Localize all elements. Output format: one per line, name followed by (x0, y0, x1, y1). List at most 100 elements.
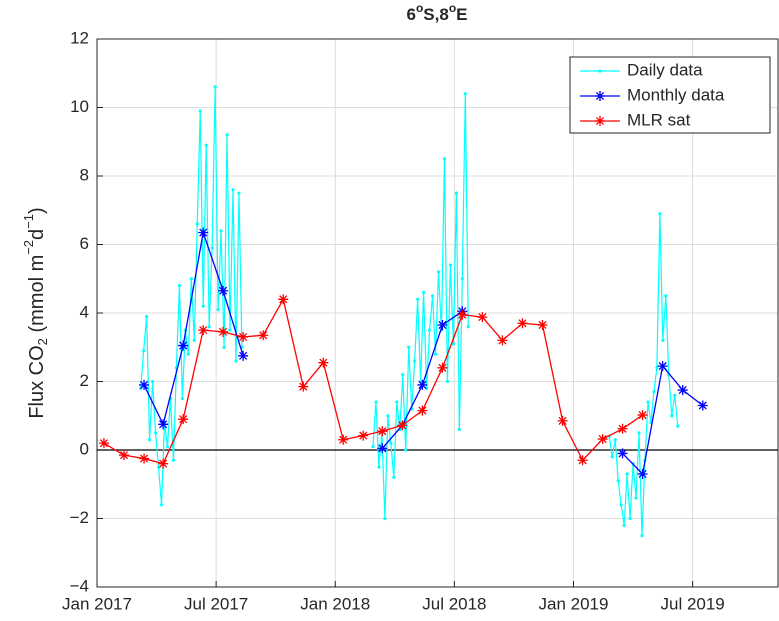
data-point (338, 434, 349, 445)
data-point (445, 379, 450, 384)
data-point (477, 312, 488, 323)
data-point (204, 143, 208, 147)
data-point (139, 453, 150, 464)
data-point (610, 455, 614, 459)
data-point (150, 379, 155, 384)
plot-frame (96, 38, 779, 588)
data-point (374, 400, 378, 404)
y-label-part: d (26, 229, 48, 240)
data-point (213, 85, 217, 89)
legend-marker (598, 69, 602, 73)
legend-marker (595, 91, 605, 101)
data-point (617, 448, 628, 459)
x-tick-label: Jul 2018 (422, 594, 486, 613)
data-point (413, 359, 417, 363)
data-point (497, 335, 508, 346)
data-point (613, 438, 617, 442)
data-point (156, 465, 161, 469)
data-point (207, 325, 211, 329)
data-point (228, 328, 232, 332)
data-point (454, 191, 458, 195)
data-point (177, 284, 181, 288)
data-point (258, 330, 269, 341)
title-part: S,8 (423, 5, 449, 24)
data-point (430, 294, 435, 298)
data-point (616, 479, 620, 483)
data-point (537, 319, 548, 330)
data-point (628, 516, 632, 521)
y-label-part: Flux CO (26, 345, 48, 418)
x-tick-label: Jul 2019 (660, 594, 724, 613)
data-point (158, 458, 169, 469)
data-point (404, 448, 408, 452)
data-point (640, 534, 644, 538)
data-point (676, 424, 680, 428)
x-tick-label: Jan 2019 (539, 594, 609, 613)
title-part: E (456, 5, 467, 24)
data-point (383, 516, 387, 521)
data-point (673, 393, 677, 397)
data-point (697, 400, 708, 411)
data-point (278, 294, 289, 305)
title-part: o (449, 1, 456, 15)
series-line (140, 86, 679, 536)
data-point (98, 438, 109, 449)
data-point (198, 109, 202, 113)
y-label-part: −2 (21, 240, 36, 255)
data-point (218, 326, 229, 337)
data-point (216, 307, 220, 312)
data-point (210, 246, 214, 250)
legend-label: Monthly data (627, 85, 725, 104)
y-tick-label: 8 (80, 165, 89, 184)
data-point (658, 212, 662, 216)
data-point (148, 438, 152, 442)
data-point (145, 314, 149, 319)
data-point (637, 410, 648, 421)
data-point (238, 350, 249, 361)
data-point (186, 352, 190, 356)
data-point (655, 366, 659, 370)
data-point (139, 379, 150, 390)
data-point (189, 277, 193, 281)
data-point (395, 400, 399, 404)
data-point (407, 345, 411, 349)
data-point (437, 362, 448, 373)
data-point (318, 357, 329, 368)
data-point (457, 309, 468, 320)
y-axis-label: Flux CO2 (mmol m−2d−1) (21, 207, 50, 418)
data-point (171, 458, 176, 462)
y-tick-label: 6 (80, 234, 89, 253)
data-point (371, 444, 375, 449)
chart-title: 6oS,8oE (406, 1, 467, 24)
data-point (634, 496, 638, 500)
x-tick-label: Jul 2017 (184, 594, 248, 613)
data-point (661, 338, 665, 342)
data-point (466, 325, 470, 329)
data-point (198, 227, 209, 238)
data-point (119, 450, 130, 461)
data-point (392, 475, 396, 479)
data-point (416, 297, 420, 301)
data-point (238, 331, 249, 342)
y-tick-label: 10 (70, 97, 89, 116)
y-label-part: 2 (35, 338, 50, 345)
data-point (664, 294, 668, 298)
data-point (389, 441, 393, 445)
data-point (153, 431, 158, 435)
data-point (597, 434, 608, 445)
data-point (646, 400, 650, 404)
data-point (637, 431, 641, 435)
x-tick-label: Jan 2017 (62, 594, 132, 613)
data-point (158, 419, 169, 430)
data-point (457, 427, 461, 432)
data-point (195, 222, 199, 226)
data-point (625, 472, 629, 476)
title-part: 6 (406, 5, 415, 24)
y-label-part: (mmol m (26, 255, 48, 338)
data-point (619, 503, 623, 507)
data-point (652, 390, 656, 394)
y-tick-label: 0 (80, 439, 89, 458)
data-point (142, 349, 146, 353)
y-tick-label: 12 (70, 28, 89, 47)
